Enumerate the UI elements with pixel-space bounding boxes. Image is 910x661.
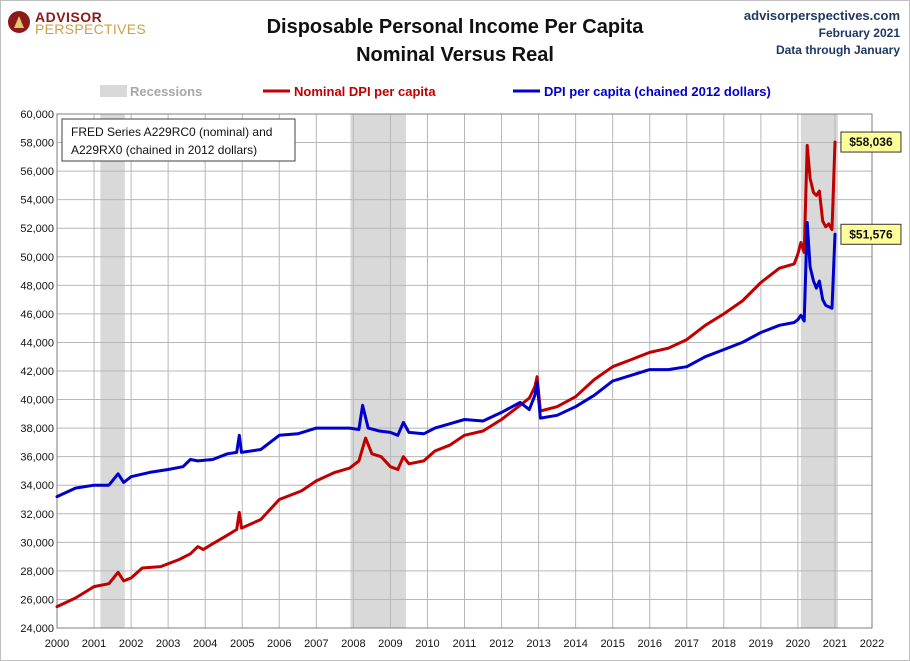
- site-name: advisorperspectives.com: [744, 8, 900, 23]
- x-tick-label: 2005: [230, 638, 254, 650]
- y-tick-label: 32,000: [20, 509, 54, 521]
- x-tick-label: 2021: [823, 638, 847, 650]
- y-tick-label: 30,000: [20, 537, 54, 549]
- x-tick-label: 2004: [193, 638, 217, 650]
- y-tick-label: 44,000: [20, 337, 54, 349]
- x-tick-label: 2015: [600, 638, 624, 650]
- y-tick-label: 24,000: [20, 623, 54, 635]
- legend: Recessions Nominal DPI per capita DPI pe…: [100, 84, 771, 99]
- logo-mark-icon: [8, 11, 30, 33]
- x-tick-label: 2001: [82, 638, 106, 650]
- y-tick-label: 60,000: [20, 109, 54, 121]
- y-tick-label: 54,000: [20, 195, 54, 207]
- plot-area: 2000 2001 2002 2003 2004 2005 2006 2007 2008 2009…: [20, 109, 902, 650]
- publish-date: February 2021: [819, 26, 901, 40]
- y-tick-label: 50,000: [20, 252, 54, 264]
- legend-recessions-swatch: [100, 85, 127, 97]
- x-tick-label: 2012: [489, 638, 513, 650]
- x-tick-label: 2011: [453, 638, 477, 650]
- x-tick-label: 2008: [341, 638, 365, 650]
- x-tick-label: 2007: [304, 638, 328, 650]
- legend-real-label: DPI per capita (chained 2012 dollars): [544, 84, 771, 99]
- x-tick-label: 2022: [860, 638, 884, 650]
- real-value-label: $51,576: [849, 227, 893, 241]
- real-value-callout: [840, 223, 902, 245]
- x-tick-label: 2020: [786, 638, 810, 650]
- real-dpi-line: [55, 221, 837, 499]
- source-note-line1: FRED Series A229RC0 (nominal) and: [71, 125, 272, 139]
- nominal-value-callout: [840, 131, 902, 153]
- x-tick-label: 2017: [675, 638, 699, 650]
- nominal-dpi-line: [55, 140, 837, 609]
- y-tick-label: 28,000: [20, 566, 54, 578]
- x-tick-label: 2002: [119, 638, 143, 650]
- advisor-perspectives-logo: ADVISOR PERSPECTIVES: [8, 9, 146, 39]
- legend-recessions-label: Recessions: [130, 84, 202, 99]
- logo-line2: PERSPECTIVES: [35, 21, 146, 37]
- y-tick-label: 34,000: [20, 480, 54, 492]
- x-tick-label: 2009: [378, 638, 402, 650]
- y-tick-label: 46,000: [20, 309, 54, 321]
- source-note-line2: A229RX0 (chained in 2012 dollars): [71, 143, 257, 157]
- chart-title: Disposable Personal Income Per Capita: [267, 16, 645, 38]
- x-tick-label: 2013: [526, 638, 550, 650]
- y-tick-label: 56,000: [20, 166, 54, 178]
- source-note: FRED Series A229RC0 (nominal) and A229RX…: [61, 118, 296, 162]
- y-tick-label: 52,000: [20, 223, 54, 235]
- y-tick-label: 58,000: [20, 138, 54, 150]
- source-note-box: [61, 118, 296, 162]
- x-tick-label: 2003: [156, 638, 180, 650]
- x-tick-label: 2014: [563, 638, 587, 650]
- data-through: Data through January: [776, 43, 900, 57]
- x-tick-label: 2006: [267, 638, 291, 650]
- legend-nominal-label: Nominal DPI per capita: [294, 84, 436, 99]
- x-tick-label: 2019: [749, 638, 773, 650]
- plot-frame: [56, 113, 873, 629]
- x-tick-label: 2000: [45, 638, 69, 650]
- y-tick-label: 26,000: [20, 594, 54, 606]
- y-tick-label: 42,000: [20, 366, 54, 378]
- y-tick-label: 40,000: [20, 395, 54, 407]
- y-tick-label: 38,000: [20, 423, 54, 435]
- y-tick-label: 36,000: [20, 452, 54, 464]
- nominal-value-label: $58,036: [849, 135, 893, 149]
- logo-line1: ADVISOR: [35, 9, 103, 25]
- x-tick-label: 2010: [415, 638, 439, 650]
- chart-subtitle: Nominal Versus Real: [356, 44, 554, 66]
- x-tick-label: 2018: [712, 638, 736, 650]
- x-tick-label: 2016: [637, 638, 661, 650]
- y-tick-label: 48,000: [20, 280, 54, 292]
